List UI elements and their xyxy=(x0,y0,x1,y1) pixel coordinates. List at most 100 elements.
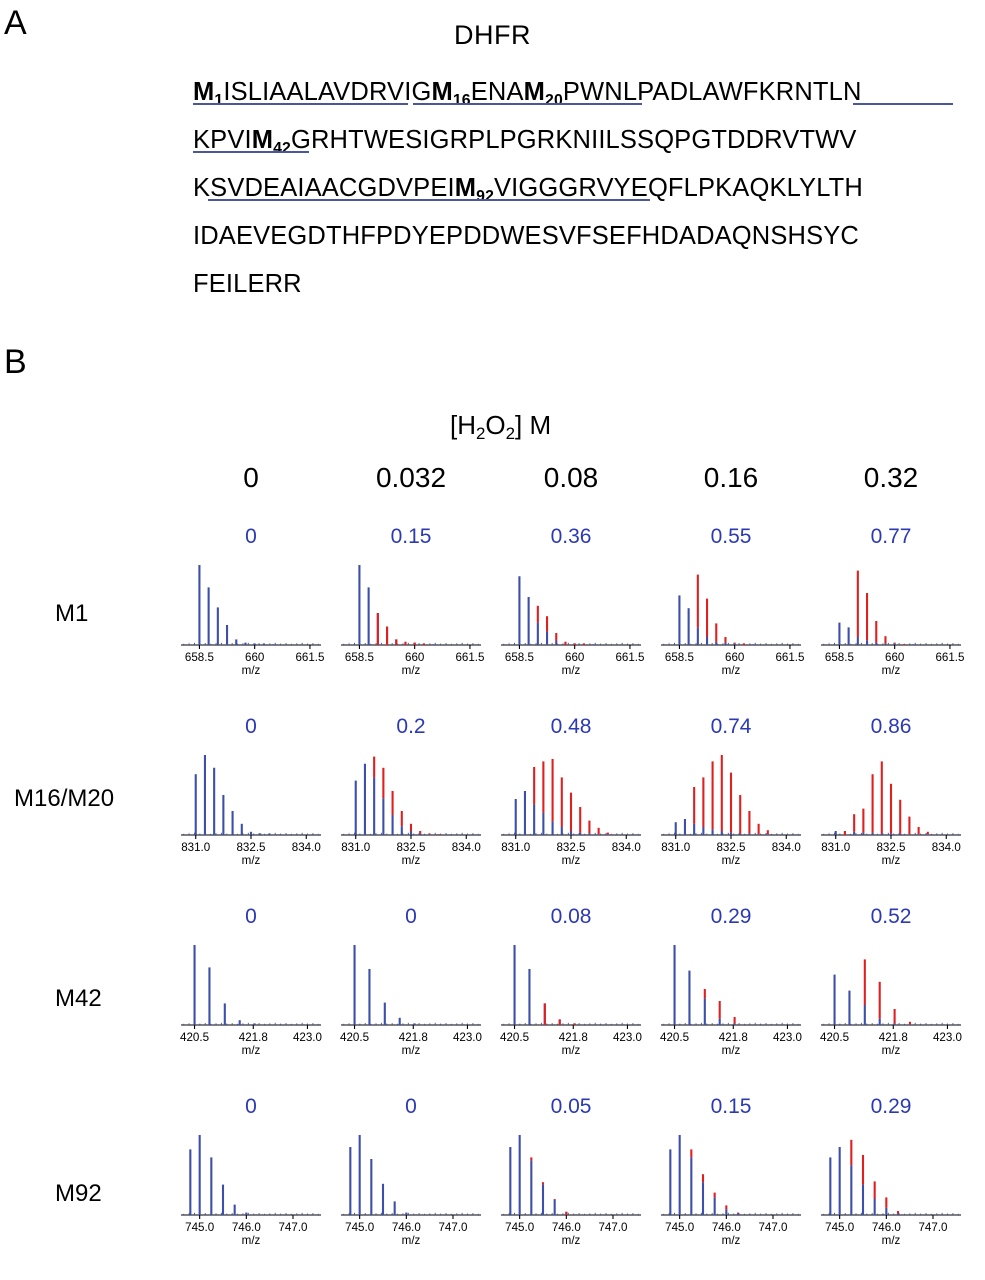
svg-text:747.0: 747.0 xyxy=(758,1221,787,1234)
panel-a-letter: A xyxy=(4,4,27,42)
mass-spectrum: 745.0 746.0 747.0 m/z xyxy=(815,1125,967,1249)
svg-text:660: 660 xyxy=(885,651,904,664)
svg-text:834.0: 834.0 xyxy=(932,841,961,854)
panel-b-letter: B xyxy=(4,343,27,381)
svg-text:m/z: m/z xyxy=(882,854,901,867)
svg-text:m/z: m/z xyxy=(402,1234,421,1247)
oxidized-fraction-value: 0.15 xyxy=(710,1095,752,1118)
svg-text:421.8: 421.8 xyxy=(559,1031,588,1044)
svg-text:745.0: 745.0 xyxy=(825,1221,854,1234)
svg-text:658.5: 658.5 xyxy=(345,651,374,664)
svg-text:661.5: 661.5 xyxy=(935,651,964,664)
mass-spectrum: 831.0 832.5 834.0 m/z xyxy=(175,745,327,869)
peptide-underline xyxy=(853,103,953,105)
concentration-header: 0.16 xyxy=(703,462,759,493)
svg-text:832.5: 832.5 xyxy=(396,841,425,854)
svg-text:831.0: 831.0 xyxy=(341,841,370,854)
svg-text:421.8: 421.8 xyxy=(399,1031,428,1044)
svg-text:661.5: 661.5 xyxy=(775,651,804,664)
mass-spectrum: 831.0 832.5 834.0 m/z xyxy=(495,745,647,869)
panel-b: B [H2O2] M 0 0.032 0.08 0.16 0.32 M1 M16/M20 M… xyxy=(0,330,985,1280)
mass-spectrum: 831.0 832.5 834.0 m/z xyxy=(815,745,967,869)
mass-spectrum: 420.5 421.8 423.0 m/z xyxy=(175,935,327,1059)
svg-text:m/z: m/z xyxy=(722,1044,741,1057)
concentration-header: 0.32 xyxy=(863,462,919,493)
mass-spectrum: 420.5 421.8 423.0 m/z xyxy=(495,935,647,1059)
row-label-m1: M1 xyxy=(55,600,89,627)
svg-text:m/z: m/z xyxy=(562,664,581,677)
oxidized-fraction-value: 0.08 xyxy=(550,905,592,928)
svg-text:421.8: 421.8 xyxy=(239,1031,268,1044)
mass-spectrum: 658.5 660 661.5 m/z xyxy=(655,555,807,679)
oxidized-fraction-value: 0.05 xyxy=(550,1095,592,1118)
svg-text:m/z: m/z xyxy=(242,854,261,867)
svg-text:423.0: 423.0 xyxy=(773,1031,802,1044)
mass-spectrum: 658.5 660 661.5 m/z xyxy=(815,555,967,679)
oxidized-fraction-value: 0 xyxy=(245,715,257,738)
row-label-m92: M92 xyxy=(55,1180,102,1207)
mass-spectrum: 420.5 421.8 423.0 m/z xyxy=(815,935,967,1059)
svg-text:420.5: 420.5 xyxy=(660,1031,689,1044)
svg-text:420.5: 420.5 xyxy=(180,1031,209,1044)
svg-text:m/z: m/z xyxy=(562,854,581,867)
svg-text:746.0: 746.0 xyxy=(232,1221,261,1234)
mass-spectrum: 420.5 421.8 423.0 m/z xyxy=(335,935,487,1059)
oxidized-fraction-value: 0 xyxy=(245,525,257,548)
mass-spectrum: 831.0 832.5 834.0 m/z xyxy=(655,745,807,869)
svg-text:658.5: 658.5 xyxy=(185,651,214,664)
svg-text:660: 660 xyxy=(725,651,744,664)
oxidized-fraction-value: 0.29 xyxy=(870,1095,912,1118)
concentration-header: 0.08 xyxy=(543,462,599,493)
svg-text:423.0: 423.0 xyxy=(613,1031,642,1044)
svg-text:423.0: 423.0 xyxy=(933,1031,962,1044)
mass-spectrum: 420.5 421.8 423.0 m/z xyxy=(655,935,807,1059)
svg-text:661.5: 661.5 xyxy=(455,651,484,664)
oxidized-fraction-value: 0 xyxy=(405,905,417,928)
mass-spectrum: 745.0 746.0 747.0 m/z xyxy=(175,1125,327,1249)
svg-text:747.0: 747.0 xyxy=(278,1221,307,1234)
oxidized-fraction-value: 0.36 xyxy=(550,525,592,548)
svg-text:745.0: 745.0 xyxy=(665,1221,694,1234)
oxidized-fraction-value: 0.74 xyxy=(710,715,752,738)
svg-text:m/z: m/z xyxy=(562,1044,581,1057)
svg-text:832.5: 832.5 xyxy=(556,841,585,854)
concentration-header: 0.032 xyxy=(375,462,447,493)
svg-text:831.0: 831.0 xyxy=(501,841,530,854)
svg-text:660: 660 xyxy=(245,651,264,664)
peptide-underline xyxy=(193,151,309,153)
oxidized-fraction-value: 0.55 xyxy=(710,525,752,548)
svg-text:660: 660 xyxy=(565,651,584,664)
svg-text:658.5: 658.5 xyxy=(505,651,534,664)
svg-text:423.0: 423.0 xyxy=(293,1031,322,1044)
svg-text:420.5: 420.5 xyxy=(820,1031,849,1044)
svg-text:m/z: m/z xyxy=(882,664,901,677)
oxidized-fraction-value: 0 xyxy=(245,1095,257,1118)
concentration-header: 0 xyxy=(243,462,259,493)
svg-text:m/z: m/z xyxy=(242,1234,261,1247)
panel-a: A DHFR M1ISLIAALAVDRVIGM16ENAM20PWNLPADL… xyxy=(0,0,985,330)
svg-text:746.0: 746.0 xyxy=(712,1221,741,1234)
svg-text:m/z: m/z xyxy=(882,1234,901,1247)
svg-text:m/z: m/z xyxy=(722,1234,741,1247)
mass-spectrum: 658.5 660 661.5 m/z xyxy=(495,555,647,679)
mass-spectrum: 658.5 660 661.5 m/z xyxy=(175,555,327,679)
svg-text:834.0: 834.0 xyxy=(292,841,321,854)
oxidized-fraction-value: 0.29 xyxy=(710,905,752,928)
sequence-line-5: FEILERR xyxy=(193,270,302,298)
svg-text:746.0: 746.0 xyxy=(552,1221,581,1234)
svg-text:834.0: 834.0 xyxy=(612,841,641,854)
sequence-line-4: IDAEVEGDTHFPDYEPDDWESVFSEFHDADAQNSHSYC xyxy=(193,222,859,250)
svg-text:832.5: 832.5 xyxy=(876,841,905,854)
svg-text:745.0: 745.0 xyxy=(505,1221,534,1234)
svg-text:834.0: 834.0 xyxy=(452,841,481,854)
svg-text:658.5: 658.5 xyxy=(825,651,854,664)
svg-text:423.0: 423.0 xyxy=(453,1031,482,1044)
svg-text:m/z: m/z xyxy=(722,664,741,677)
peptide-underline xyxy=(193,103,408,105)
svg-text:831.0: 831.0 xyxy=(661,841,690,854)
sequence-line-3: KSVDEAIAACGDVPEIM92VIGGGRVYEQFLPKAQKLYLT… xyxy=(193,174,863,206)
oxidized-fraction-value: 0 xyxy=(245,905,257,928)
svg-text:420.5: 420.5 xyxy=(340,1031,369,1044)
svg-text:831.0: 831.0 xyxy=(821,841,850,854)
oxidized-fraction-value: 0.2 xyxy=(396,715,426,738)
